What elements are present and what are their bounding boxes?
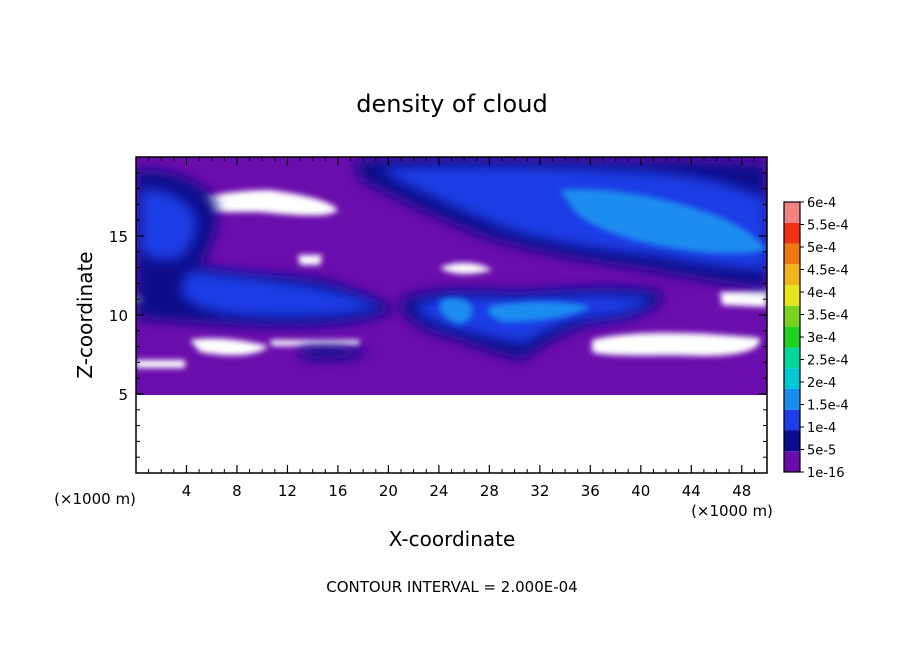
colorbar-swatch xyxy=(784,451,800,472)
y-unit-label: (×1000 m) xyxy=(54,490,136,508)
colorbar-swatch xyxy=(784,368,800,389)
colorbar-level-label: 4e-4 xyxy=(807,286,836,301)
x-tick-label: 28 xyxy=(480,482,499,500)
x-axis: 4 8 12 16 20 24 28 32 36 40 44 48 xyxy=(148,157,755,500)
y-axis-title: Z-coordinate xyxy=(73,251,97,378)
x-tick-label: 44 xyxy=(682,482,701,500)
chart-title: density of cloud xyxy=(356,90,547,118)
colorbar-swatch xyxy=(784,305,800,327)
x-unit-label: (×1000 m) xyxy=(691,502,773,520)
contour-interval-label: CONTOUR INTERVAL = 2.000E-04 xyxy=(326,578,577,596)
colorbar-swatch xyxy=(784,388,800,410)
x-tick-label: 36 xyxy=(581,482,600,500)
colorbar-level-label: 4.5e-4 xyxy=(807,264,849,279)
x-tick-label: 32 xyxy=(530,482,549,500)
y-tick-label: 5 xyxy=(118,386,128,404)
colorbar-level-label: 2.5e-4 xyxy=(807,354,849,369)
colorbar-swatch xyxy=(784,326,800,348)
colorbar-level-label: 1.5e-4 xyxy=(807,399,849,414)
y-tick-label: 10 xyxy=(109,307,128,325)
x-tick-label: 8 xyxy=(232,482,242,500)
colorbar: 1e-16 5e-5 1e-4 1.5e-4 2e-4 2.5e-4 3e-4 3.5e-4 4… xyxy=(783,196,849,481)
colorbar-level-label: 5e-4 xyxy=(807,241,836,256)
colorbar-level-label: 5.5e-4 xyxy=(807,219,849,234)
colorbar-level-label: 3e-4 xyxy=(807,331,836,346)
colorbar-level-label: 1e-4 xyxy=(807,421,836,436)
x-tick-label: 12 xyxy=(278,482,297,500)
colorbar-swatch xyxy=(784,409,800,431)
colorbar-level-label: 3.5e-4 xyxy=(807,309,849,324)
x-tick-label: 16 xyxy=(328,482,347,500)
colorbar-swatch xyxy=(784,430,800,452)
colorbar-swatch xyxy=(784,243,800,265)
colorbar-level-label: 2e-4 xyxy=(807,376,836,391)
colorbar-swatch xyxy=(784,202,800,223)
colorbar-swatch xyxy=(784,264,800,286)
x-tick-label: 48 xyxy=(732,482,751,500)
x-axis-title: X-coordinate xyxy=(389,527,516,551)
colorbar-level-label: 1e-16 xyxy=(807,466,845,481)
density-level-1.5e-4 xyxy=(440,189,767,324)
x-tick-label: 20 xyxy=(379,482,398,500)
colorbar-swatch xyxy=(784,347,800,369)
x-tick-label: 40 xyxy=(631,482,650,500)
y-axis: 5 10 15 xyxy=(109,172,767,458)
colorbar-swatch xyxy=(784,222,800,244)
colorbar-level-label: 6e-4 xyxy=(807,196,836,211)
clear-air-gaps xyxy=(136,190,767,368)
y-tick-label: 15 xyxy=(109,228,128,246)
plot-area xyxy=(136,157,767,473)
colorbar-level-label: 5e-5 xyxy=(807,444,836,459)
x-tick-label: 4 xyxy=(182,482,192,500)
x-tick-label: 24 xyxy=(429,482,448,500)
colorbar-swatch xyxy=(784,285,800,306)
